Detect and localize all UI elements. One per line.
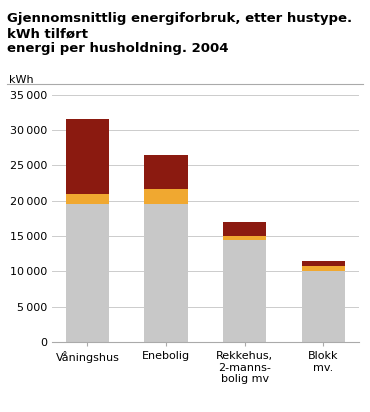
Bar	[302, 262, 345, 266]
Bar	[302, 271, 345, 342]
Bar	[302, 266, 345, 271]
Bar	[223, 239, 266, 342]
Text: Gjennomsnittlig energiforbruk, etter hustype. kWh tilført
energi per husholdning: Gjennomsnittlig energiforbruk, etter hus…	[7, 12, 353, 55]
Bar	[223, 236, 266, 239]
Bar	[66, 194, 109, 204]
Bar	[66, 204, 109, 342]
Bar	[66, 119, 109, 194]
Bar	[144, 155, 188, 189]
Bar	[144, 189, 188, 204]
Bar	[144, 204, 188, 342]
Text: kWh: kWh	[9, 75, 33, 85]
Bar	[223, 222, 266, 236]
